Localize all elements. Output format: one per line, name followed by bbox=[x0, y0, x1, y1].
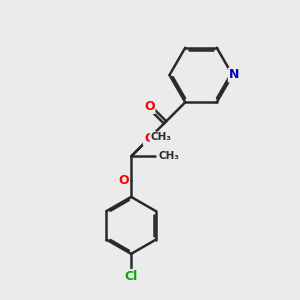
Text: O: O bbox=[144, 132, 154, 145]
Text: Cl: Cl bbox=[124, 270, 138, 283]
Text: O: O bbox=[118, 174, 129, 187]
Text: CH₃: CH₃ bbox=[151, 133, 172, 142]
Text: O: O bbox=[144, 100, 154, 113]
Text: CH₃: CH₃ bbox=[159, 152, 180, 161]
Text: N: N bbox=[229, 68, 239, 82]
